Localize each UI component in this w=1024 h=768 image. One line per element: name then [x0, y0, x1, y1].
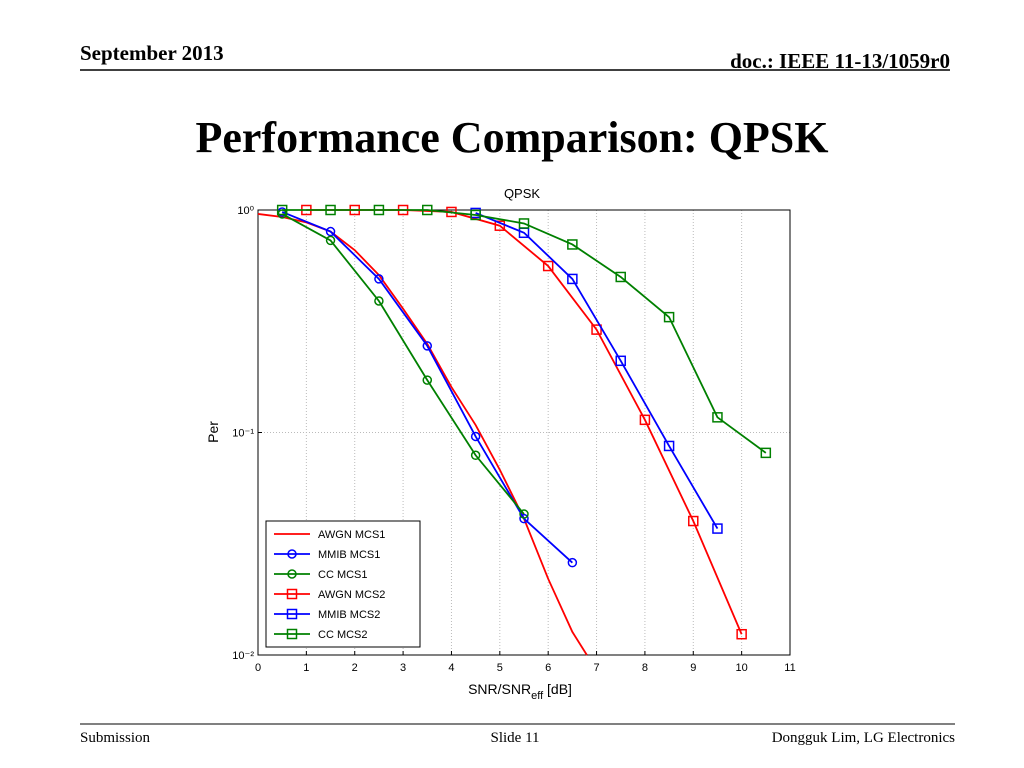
point: [373, 204, 385, 216]
point: [663, 440, 675, 452]
point: [591, 324, 602, 335]
legend-label: CC MCS1: [318, 569, 368, 581]
x-tick-label: 9: [690, 662, 696, 674]
series-line: [282, 209, 767, 454]
x-axis-label: SNR/SNReff [dB]: [468, 681, 572, 702]
footer-right: Dongguk Lim, LG Electronics: [772, 730, 955, 746]
header-date: September 2013: [80, 41, 224, 65]
point: [276, 204, 288, 216]
y-axis-label: Per: [205, 421, 221, 443]
point: [422, 375, 433, 385]
point: [542, 260, 554, 272]
point: [567, 239, 578, 250]
chart-title: QPSK: [504, 186, 540, 201]
legend-label: MMIB MCS1: [318, 549, 380, 561]
point: [422, 204, 433, 216]
point: [374, 274, 384, 284]
point: [736, 628, 747, 640]
point: [374, 296, 384, 306]
x-tick-label: 7: [593, 662, 599, 674]
x-label-sub: eff: [531, 690, 544, 702]
legend-marker: [287, 549, 297, 559]
point: [470, 450, 481, 461]
x-tick-label: 10: [736, 662, 748, 674]
legend-label: AWGN MCS2: [318, 589, 385, 601]
x-label-suffix: [dB]: [543, 681, 572, 697]
point: [518, 218, 530, 229]
legend-marker: [286, 628, 298, 640]
point: [422, 341, 433, 351]
point: [519, 513, 529, 524]
chart: QPSK Per SNR/SNReff [dB] 0 1 2 3 4 5 6 7 8 9 10 11 1…: [205, 186, 796, 702]
y-tick-label: 10⁻²: [232, 650, 254, 662]
point: [325, 235, 336, 246]
x-tick-label: 5: [497, 662, 503, 674]
series-line: [475, 212, 719, 530]
x-tick-label: 2: [352, 662, 358, 674]
header-doc: doc.: IEEE 11-13/1059r0: [730, 49, 950, 73]
plot-frame: [257, 209, 791, 656]
point: [519, 509, 529, 519]
y-tick-label: 10⁻¹: [232, 428, 254, 440]
slide-title: Performance Comparison: QPSK: [196, 113, 829, 162]
point: [712, 412, 723, 423]
x-tick-label: 3: [400, 662, 406, 674]
point: [494, 220, 506, 231]
point: [567, 273, 578, 285]
footer-center: Slide 11: [490, 730, 539, 746]
point: [325, 204, 336, 216]
x-tick-label: 1: [303, 662, 309, 674]
x-tick-label: 8: [642, 662, 648, 674]
point: [712, 523, 723, 534]
series-line: [281, 213, 525, 515]
point: [325, 226, 336, 237]
point: [470, 431, 481, 442]
legend-label: MMIB MCS2: [318, 609, 380, 621]
legend-label: CC MCS2: [318, 629, 368, 641]
legend-marker: [286, 608, 298, 620]
x-tick-label: 0: [255, 662, 261, 674]
point: [615, 271, 626, 283]
legend-marker: [286, 588, 298, 600]
point: [688, 515, 699, 527]
footer-left: Submission: [80, 730, 151, 746]
x-label-text: SNR/SNR: [468, 681, 531, 697]
point: [615, 355, 626, 367]
x-tick-label: 4: [448, 662, 454, 674]
y-tick-label: 10⁰: [237, 205, 254, 217]
point: [760, 447, 772, 459]
legend-label: AWGN MCS1: [318, 529, 385, 541]
point: [663, 311, 675, 323]
x-tick-label: 11: [784, 662, 795, 674]
legend-marker: [287, 569, 297, 579]
point: [567, 557, 578, 568]
x-tick-label: 6: [545, 662, 551, 674]
point: [639, 414, 651, 426]
legend-box: [265, 520, 421, 648]
point: [470, 209, 481, 221]
